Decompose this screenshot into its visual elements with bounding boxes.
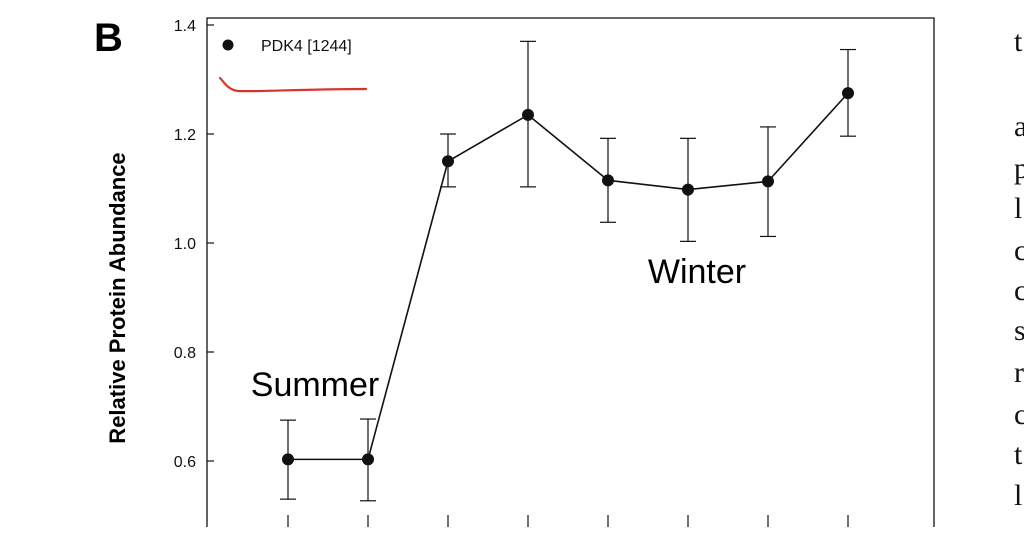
data-point: [602, 174, 614, 187]
legend-marker: [222, 39, 234, 51]
panel-label: B: [94, 16, 123, 60]
background-text-fragment: p: [1014, 152, 1024, 185]
annotation-winter: Winter: [648, 253, 746, 291]
background-text-fragment: c: [1014, 274, 1024, 307]
y-tick-label: 0.6: [174, 454, 196, 471]
data-point: [842, 87, 854, 100]
background-text-fragment: r: [1014, 356, 1024, 389]
legend-label: PDK4 [1244]: [261, 38, 352, 55]
data-point: [522, 108, 534, 121]
data-point: [442, 155, 454, 168]
red-underline-stroke: [218, 76, 368, 93]
data-point: [682, 183, 694, 196]
data-point: [762, 175, 774, 188]
background-text-fragment: s: [1014, 314, 1024, 347]
annotation-summer: Summer: [251, 366, 379, 404]
legend: PDK4 [1244]: [222, 38, 352, 55]
series-line: [288, 92, 849, 461]
plot-area: 0.6 0.8 1.0 1.2 1.4: [174, 17, 935, 527]
background-text-fragment: l: [1014, 479, 1022, 512]
background-text-fragment: t: [1014, 438, 1023, 471]
axes-frame: [206, 17, 935, 527]
background-text-fragment: a: [1014, 110, 1024, 143]
y-tick-label: 0.8: [174, 345, 196, 362]
y-tick-label: 1.2: [174, 127, 196, 144]
y-tick-label: 1.4: [174, 18, 196, 35]
background-text-fragment: l: [1014, 192, 1022, 225]
y-tick-label: 1.0: [174, 236, 196, 253]
data-point: [362, 453, 374, 466]
data-point: [282, 453, 294, 466]
background-text-fragment: t: [1014, 25, 1023, 58]
background-text-fragment: c: [1014, 234, 1024, 267]
background-text-fragment: c: [1014, 398, 1024, 431]
y-axis-label: Relative Protein Abundance: [105, 152, 130, 443]
